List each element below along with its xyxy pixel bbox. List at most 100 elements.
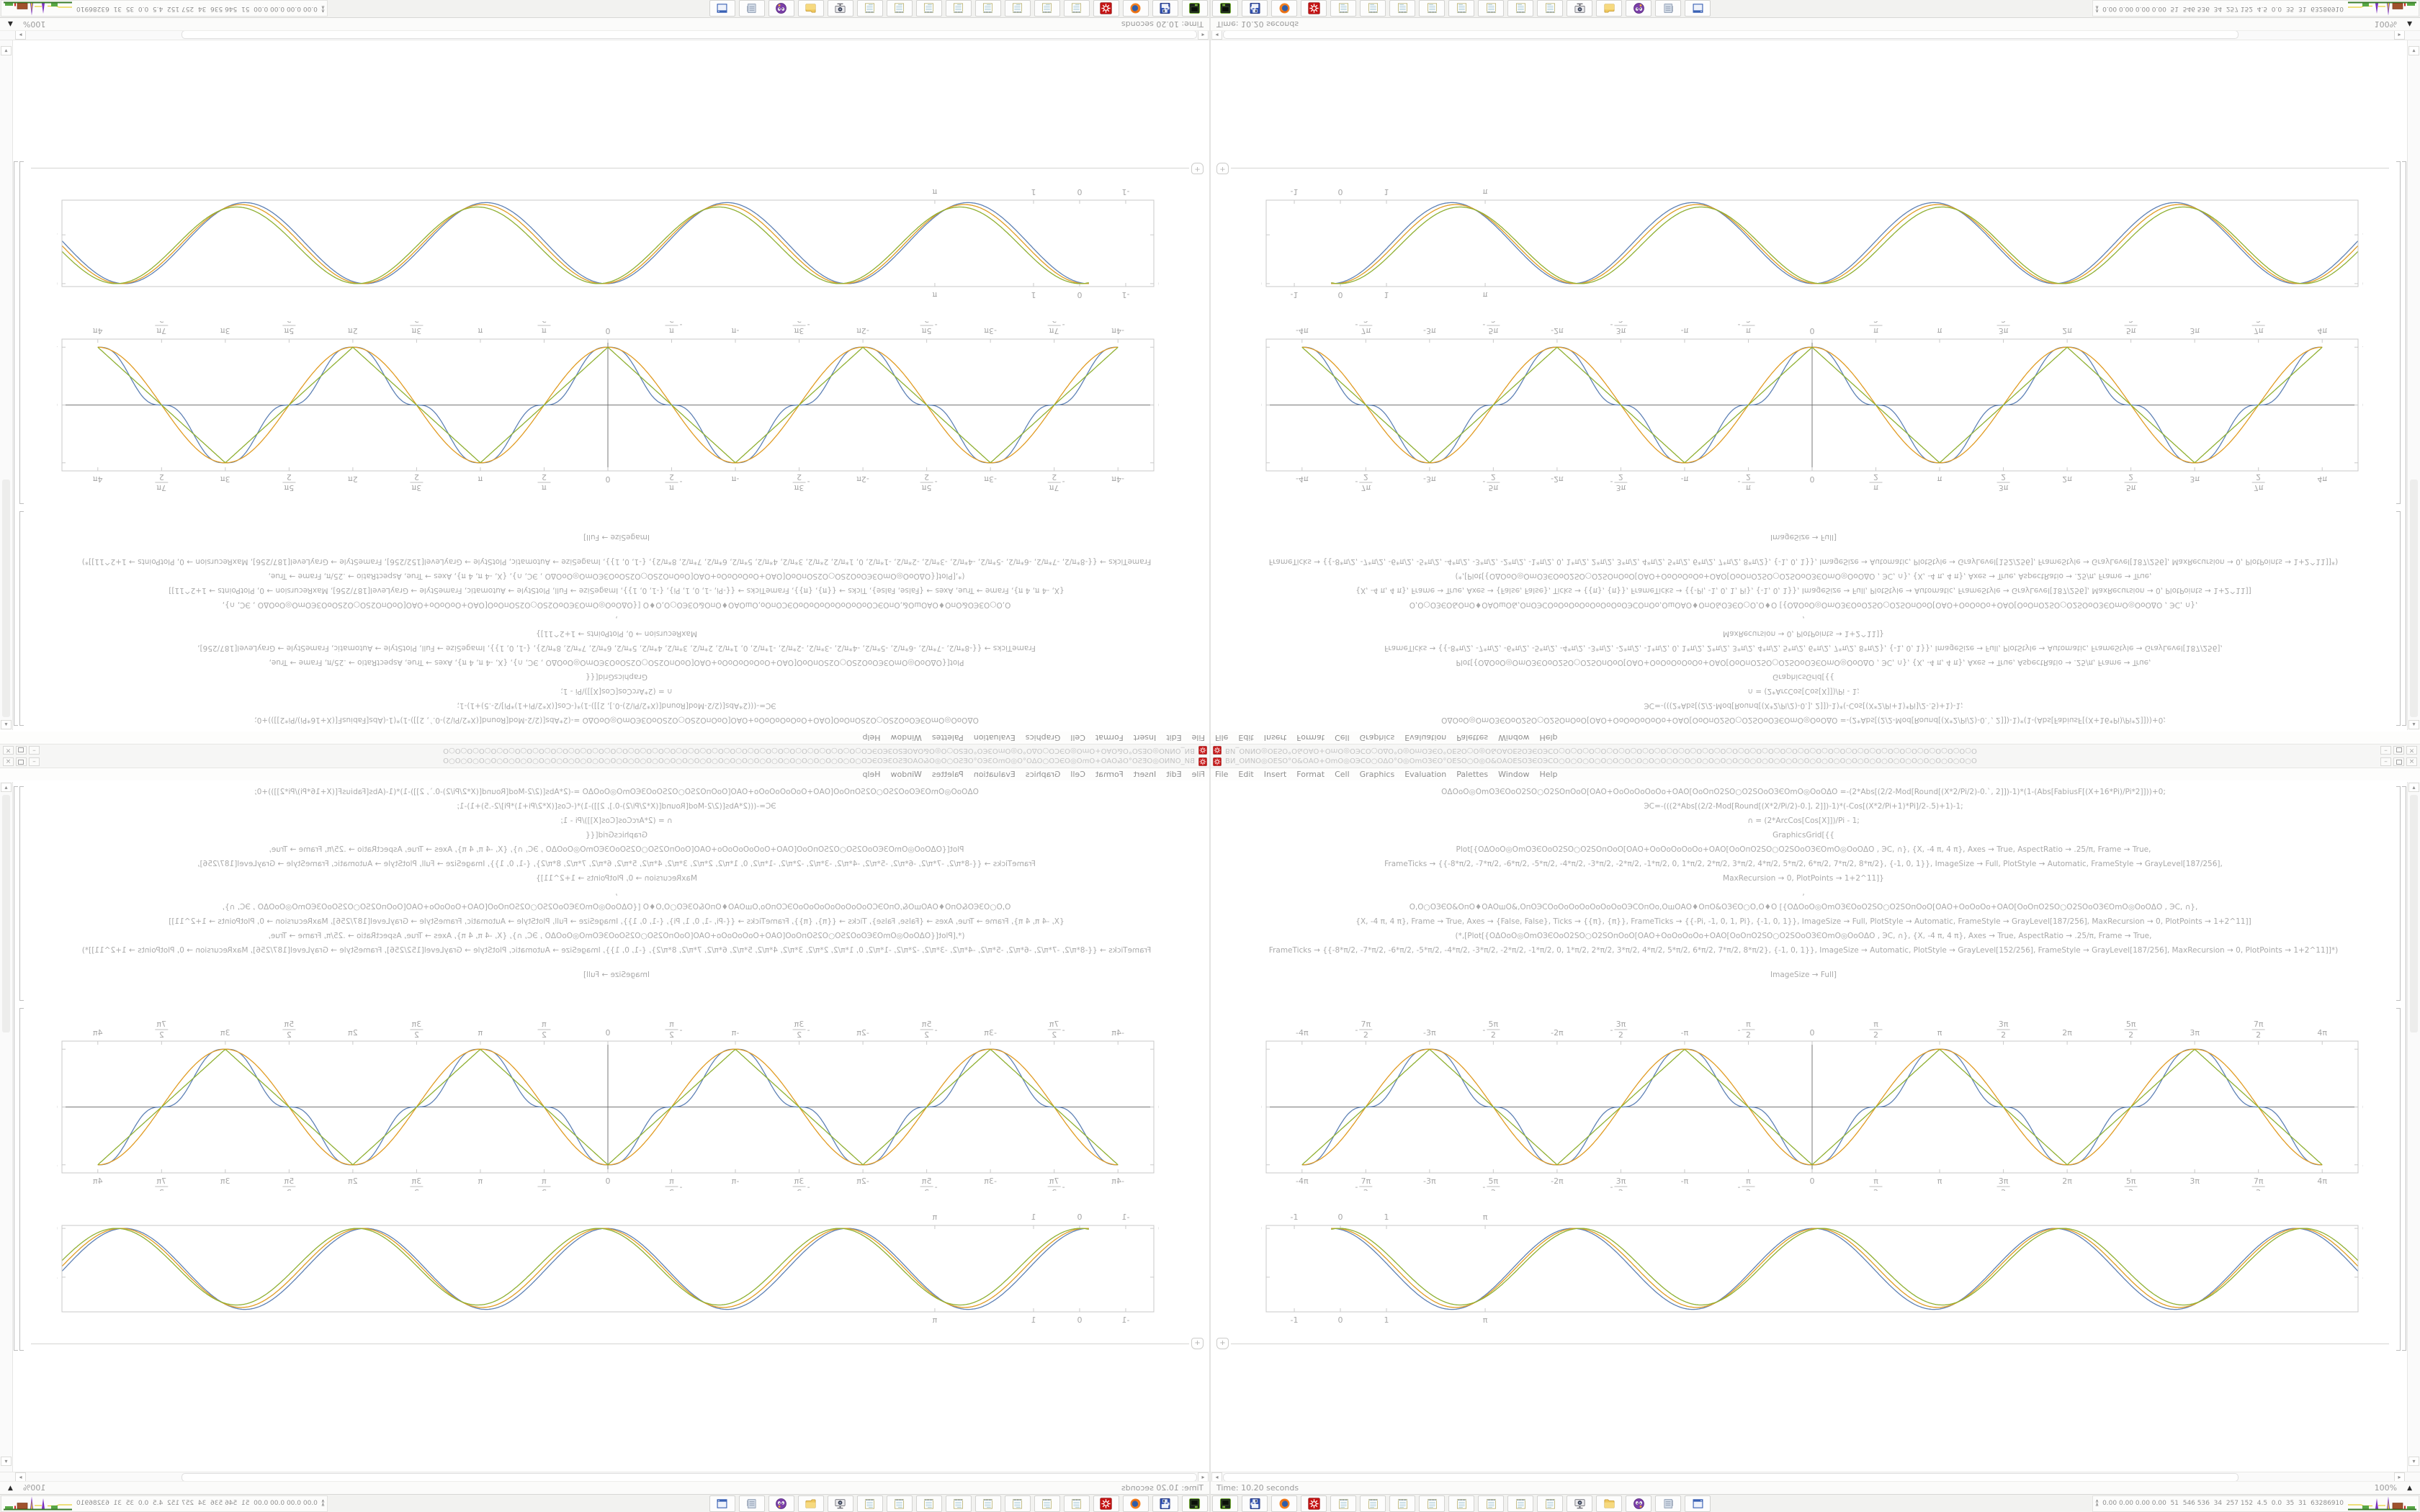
code-line[interactable]: ЭС=-(((2*Abs[(2/2-Mod[Round[(X*2/Pi/2)-0… bbox=[457, 802, 776, 811]
code-line[interactable]: ImageSize → Full] bbox=[1770, 533, 1837, 541]
code-line[interactable]: ОΔОоО◎ОmОЗЄОоО2ЅО○О2ЅОпОоО[ОАО+ОоОоОоОоО… bbox=[1441, 716, 2166, 724]
code-line[interactable]: ОΔОоО◎ОmОЗЄОоО2ЅО○О2ЅОпОоО[ОАО+ОоОоОоОоО… bbox=[254, 716, 979, 724]
code-line[interactable]: FrameTicks → {{-8*π/2, -7*π/2, -6*π/2, -… bbox=[81, 946, 1152, 955]
scroll-up-button[interactable]: ▴ bbox=[1, 783, 12, 792]
code-line[interactable]: FrameTicks → {{-8*π/2, -7*π/2, -6*π/2, -… bbox=[1384, 644, 2223, 652]
taskbar-notepad-button-8[interactable] bbox=[1537, 1495, 1563, 1512]
code-line[interactable]: MaxRecursion → 0, PlotPoints → 1+2^11]} bbox=[1723, 629, 1884, 638]
menu-palettes[interactable]: Palettes bbox=[1456, 770, 1489, 779]
cell-bracket-group[interactable] bbox=[14, 161, 18, 726]
code-line[interactable]: {X, -4 π, 4 π}, Frame → True, Axes → {Fa… bbox=[1355, 917, 2251, 926]
taskbar-script-button[interactable] bbox=[739, 1495, 765, 1512]
insert-cell-plus-icon[interactable]: + bbox=[1191, 1338, 1204, 1349]
menu-insert[interactable]: Insert bbox=[1133, 733, 1157, 742]
code-line[interactable]: , bbox=[1802, 615, 1805, 624]
taskbar-gimp-button[interactable] bbox=[1626, 0, 1652, 17]
menu-format[interactable]: Format bbox=[1296, 770, 1325, 779]
taskbar-notepad-button-4[interactable] bbox=[975, 1495, 1001, 1512]
taskbar-window-button[interactable] bbox=[1685, 0, 1711, 17]
horizontal-scrollbar-thumb[interactable] bbox=[182, 30, 1197, 39]
menu-help[interactable]: Help bbox=[1539, 733, 1558, 742]
taskbar-terminal-button[interactable] bbox=[1212, 0, 1238, 17]
scroll-up-button[interactable]: ▴ bbox=[1, 720, 12, 729]
vertical-scrollbar-thumb[interactable] bbox=[2, 480, 10, 717]
taskbar-display-button[interactable] bbox=[828, 0, 853, 17]
taskbar-notepad-button-4[interactable] bbox=[1419, 0, 1445, 17]
taskbar-terminal-button[interactable] bbox=[1182, 0, 1208, 17]
code-line[interactable]: (*,[Plot[{ОΔОоО◎ОmОЗЄОоО2ЅО○О2ЅОпОоО[ОАО… bbox=[268, 572, 965, 580]
vertical-scrollbar-thumb[interactable] bbox=[2410, 480, 2418, 717]
taskbar-mathematica-button[interactable] bbox=[1301, 1495, 1327, 1512]
menu-edit[interactable]: Edit bbox=[1166, 733, 1182, 742]
taskbar-window-button[interactable] bbox=[1685, 1495, 1711, 1512]
horizontal-scrollbar[interactable]: ◂ ▸ bbox=[0, 30, 1209, 40]
code-line[interactable]: MaxRecursion → 0, PlotPoints → 1+2^11]} bbox=[536, 874, 697, 883]
code-line[interactable]: , bbox=[615, 888, 618, 897]
taskbar-floppy-64-button[interactable]: 64 bbox=[1152, 1495, 1178, 1512]
title-bar[interactable]: ВИ_ОИNО◎ОЕЅО°О&ОАО+ОmО◎ОЭСО○ОΔО°О◎ОmОЗЄО… bbox=[0, 756, 1209, 768]
menu-insert[interactable]: Insert bbox=[1263, 770, 1287, 779]
menu-palettes[interactable]: Palettes bbox=[1456, 733, 1489, 742]
restore-button[interactable] bbox=[16, 746, 27, 755]
minimize-button[interactable]: – bbox=[2380, 746, 2391, 755]
system-monitor-tray[interactable]: ∧ ∧ 0.00 0.00 0.00 0.00 51 546 536 34 25… bbox=[2092, 0, 2419, 17]
taskbar-notepad-button-1[interactable] bbox=[1064, 0, 1090, 17]
code-line[interactable]: О,О○ОЗЄО&ОпО♦ОАОшО&,ОпОЭСОоОоОоОоОоОоОоО… bbox=[222, 600, 1011, 609]
cell-bracket-output[interactable] bbox=[2396, 161, 2401, 504]
menu-file[interactable]: File bbox=[1215, 733, 1229, 742]
menu-graphics[interactable]: Graphics bbox=[1025, 733, 1061, 742]
code-line[interactable]: (*,[Plot[{ОΔОоО◎ОmОЗЄОоО2ЅО○О2ЅОпОоО[ОАО… bbox=[268, 932, 965, 940]
taskbar-notepad-button-8[interactable] bbox=[857, 0, 883, 17]
taskbar-notepad-button-2[interactable] bbox=[1360, 1495, 1386, 1512]
scroll-down-button[interactable]: ▾ bbox=[2408, 1457, 2419, 1466]
zoom-level[interactable]: 100% bbox=[22, 1483, 46, 1493]
taskbar-notepad-button-3[interactable] bbox=[1389, 1495, 1415, 1512]
code-line[interactable]: ∩ = (2*ArcCos[Cos[X]])/Pi - 1; bbox=[1747, 687, 1860, 696]
taskbar-notepad-button-4[interactable] bbox=[975, 0, 1001, 17]
taskbar-firefox-button[interactable] bbox=[1271, 1495, 1297, 1512]
taskbar-terminal-button[interactable] bbox=[1182, 1495, 1208, 1512]
code-line[interactable]: MaxRecursion → 0, PlotPoints → 1+2^11]} bbox=[536, 629, 697, 638]
taskbar-firefox-button[interactable] bbox=[1123, 1495, 1149, 1512]
taskbar-window-button[interactable] bbox=[709, 0, 735, 17]
close-button[interactable]: × bbox=[3, 757, 14, 766]
code-line[interactable]: , bbox=[615, 615, 618, 624]
minimize-button[interactable]: – bbox=[29, 757, 40, 766]
menu-window[interactable]: Window bbox=[890, 733, 922, 742]
zoom-level[interactable]: 100% bbox=[22, 19, 46, 29]
taskbar-firefox-button[interactable] bbox=[1271, 0, 1297, 17]
code-line[interactable]: FrameTicks → {{-8*π/2, -7*π/2, -6*π/2, -… bbox=[197, 860, 1036, 868]
menu-cell[interactable]: Cell bbox=[1335, 770, 1350, 779]
taskbar-display-button[interactable] bbox=[1567, 1495, 1592, 1512]
vertical-scrollbar-thumb[interactable] bbox=[2410, 795, 2418, 1032]
menu-insert[interactable]: Insert bbox=[1133, 770, 1157, 779]
taskbar-mathematica-button[interactable] bbox=[1093, 1495, 1119, 1512]
code-line[interactable]: О,О○ОЗЄО&ОпО♦ОАОшО&,ОпОЭСОоОоОоОоОоОоОоО… bbox=[1409, 600, 2198, 609]
vertical-scrollbar[interactable]: ▴ ▾ bbox=[0, 782, 13, 1472]
taskbar-notepad-button-7[interactable] bbox=[1507, 0, 1533, 17]
taskbar-script-button[interactable] bbox=[739, 0, 765, 17]
code-line[interactable]: GraphicsGrid[{{ bbox=[586, 672, 647, 681]
vertical-scrollbar-thumb[interactable] bbox=[2, 795, 10, 1032]
title-bar[interactable]: ВИ_ОИNО◎ОЕЅО°О&ОАО+ОmО◎ОЭСО○ОΔО°О◎ОmОЗЄО… bbox=[1211, 756, 2420, 768]
menu-graphics[interactable]: Graphics bbox=[1025, 770, 1061, 779]
code-line[interactable]: ImageSize → Full] bbox=[583, 971, 650, 979]
code-line[interactable]: ∩ = (2*ArcCos[Cos[X]])/Pi - 1; bbox=[560, 816, 673, 825]
cell-bracket-input[interactable] bbox=[19, 511, 24, 726]
taskbar-window-button[interactable] bbox=[709, 1495, 735, 1512]
taskbar-notepad-button-6[interactable] bbox=[916, 0, 942, 17]
code-line[interactable]: Plot[{ОΔОоО◎ОmОЗЄОоО2ЅО○О2ЅОпОоО[ОАО+ОоО… bbox=[269, 845, 964, 854]
scroll-left-button[interactable]: ◂ bbox=[1198, 30, 1209, 40]
menu-format[interactable]: Format bbox=[1095, 770, 1124, 779]
taskbar-gimp-button[interactable] bbox=[768, 0, 794, 17]
horizontal-scrollbar[interactable]: ◂ ▸ bbox=[1211, 30, 2420, 40]
code-line[interactable]: ЭС=-(((2*Abs[(2/2-Mod[Round[(X*2/Pi/2)-0… bbox=[1644, 701, 1963, 710]
taskbar-notepad-button-5[interactable] bbox=[946, 1495, 972, 1512]
taskbar-firefox-button[interactable] bbox=[1123, 0, 1149, 17]
taskbar-display-button[interactable] bbox=[1567, 0, 1592, 17]
code-line[interactable]: ЭС=-(((2*Abs[(2/2-Mod[Round[(X*2/Pi/2)-0… bbox=[1644, 802, 1963, 811]
cell-bracket-input[interactable] bbox=[2396, 511, 2401, 726]
taskbar-notepad-button-3[interactable] bbox=[1005, 0, 1031, 17]
taskbar-script-button[interactable] bbox=[1655, 1495, 1681, 1512]
menu-cell[interactable]: Cell bbox=[1335, 733, 1350, 742]
